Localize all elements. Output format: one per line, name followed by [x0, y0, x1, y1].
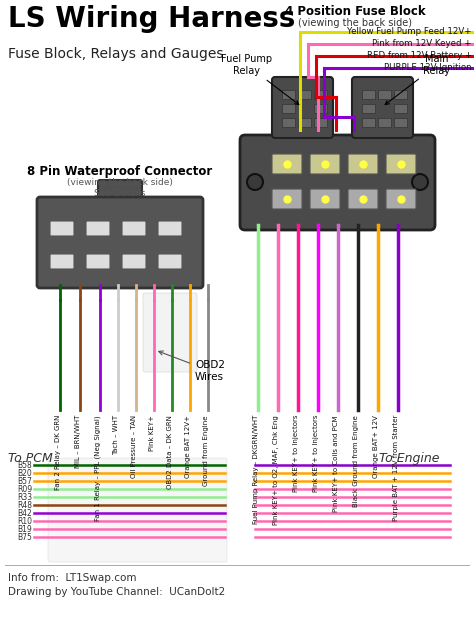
- FancyBboxPatch shape: [50, 221, 74, 236]
- Text: Tach – WHT: Tach – WHT: [113, 415, 119, 455]
- FancyBboxPatch shape: [240, 135, 435, 230]
- Text: R48: R48: [17, 501, 32, 509]
- Text: (viewing the back side): (viewing the back side): [67, 178, 173, 187]
- FancyBboxPatch shape: [122, 221, 146, 236]
- Text: Fan 2 Relay – DK GRN: Fan 2 Relay – DK GRN: [55, 415, 61, 490]
- Text: B42: B42: [17, 509, 32, 518]
- Text: 8 Pin Waterproof Connector: 8 Pin Waterproof Connector: [27, 165, 213, 178]
- Text: Yellow Fuel Pump Feed 12V+: Yellow Fuel Pump Feed 12V+: [347, 27, 472, 37]
- Text: B20: B20: [17, 468, 32, 478]
- Text: PURPLE 12V Ignition: PURPLE 12V Ignition: [384, 63, 472, 73]
- Text: Main
Relay: Main Relay: [385, 54, 450, 104]
- FancyBboxPatch shape: [86, 254, 110, 269]
- Circle shape: [412, 174, 428, 190]
- FancyBboxPatch shape: [272, 189, 302, 209]
- FancyBboxPatch shape: [283, 90, 295, 98]
- Text: OBD2
Wires: OBD2 Wires: [159, 351, 225, 382]
- Text: Drawing by YouTube Channel:  UCanDoIt2: Drawing by YouTube Channel: UCanDoIt2: [8, 587, 225, 597]
- Text: Fuel Pump Relay – DKGRN/WHT: Fuel Pump Relay – DKGRN/WHT: [253, 415, 259, 524]
- Text: R09: R09: [17, 485, 32, 493]
- FancyBboxPatch shape: [315, 90, 328, 98]
- FancyBboxPatch shape: [352, 77, 413, 138]
- FancyBboxPatch shape: [310, 189, 340, 209]
- FancyBboxPatch shape: [363, 103, 375, 113]
- FancyBboxPatch shape: [363, 118, 375, 126]
- FancyBboxPatch shape: [48, 458, 227, 562]
- Text: B58: B58: [17, 460, 32, 470]
- FancyBboxPatch shape: [386, 189, 416, 209]
- FancyBboxPatch shape: [379, 90, 392, 98]
- Text: Pink from 12V Keyed +: Pink from 12V Keyed +: [373, 40, 472, 49]
- Text: R33: R33: [17, 493, 32, 501]
- FancyBboxPatch shape: [310, 154, 340, 174]
- FancyBboxPatch shape: [272, 154, 302, 174]
- Text: B19: B19: [17, 524, 32, 534]
- Text: Ground from Engine: Ground from Engine: [203, 415, 209, 486]
- Text: Pink KEY+: Pink KEY+: [149, 415, 155, 451]
- FancyBboxPatch shape: [37, 197, 203, 288]
- FancyBboxPatch shape: [394, 90, 408, 98]
- FancyBboxPatch shape: [86, 221, 110, 236]
- Text: Pink KEY+ to O2, MAF, Chk Eng: Pink KEY+ to O2, MAF, Chk Eng: [273, 415, 279, 525]
- FancyBboxPatch shape: [386, 154, 416, 174]
- Text: See Details: See Details: [94, 189, 146, 198]
- Text: Purple BAT + 12V from Starter: Purple BAT + 12V from Starter: [393, 415, 399, 521]
- Text: Pink KEY+ to Injectors: Pink KEY+ to Injectors: [313, 415, 319, 493]
- FancyBboxPatch shape: [143, 293, 197, 372]
- FancyBboxPatch shape: [379, 118, 392, 126]
- FancyBboxPatch shape: [299, 118, 311, 126]
- Text: Pink KEY+ to Injectors: Pink KEY+ to Injectors: [293, 415, 299, 493]
- Text: Black Ground from Engine: Black Ground from Engine: [353, 415, 359, 507]
- Text: Fan 1 Relay – PPL (Neg Signal): Fan 1 Relay – PPL (Neg Signal): [94, 415, 101, 521]
- FancyBboxPatch shape: [272, 77, 333, 138]
- FancyBboxPatch shape: [299, 90, 311, 98]
- Text: To Engine: To Engine: [380, 452, 440, 465]
- FancyBboxPatch shape: [394, 103, 408, 113]
- Text: LS Wiring Harness: LS Wiring Harness: [8, 5, 295, 33]
- Text: RED from 12V Battery +: RED from 12V Battery +: [367, 52, 472, 60]
- FancyBboxPatch shape: [98, 180, 142, 202]
- Text: Oil Pressure – TAN: Oil Pressure – TAN: [131, 415, 137, 478]
- FancyBboxPatch shape: [50, 254, 74, 269]
- FancyBboxPatch shape: [158, 221, 182, 236]
- Text: Fuse Block, Relays and Gauges: Fuse Block, Relays and Gauges: [8, 47, 224, 61]
- FancyBboxPatch shape: [348, 189, 378, 209]
- FancyBboxPatch shape: [394, 118, 408, 126]
- Text: Pink KEY+ to Coils and PCM: Pink KEY+ to Coils and PCM: [333, 415, 339, 511]
- FancyBboxPatch shape: [158, 254, 182, 269]
- Circle shape: [247, 174, 263, 190]
- FancyBboxPatch shape: [315, 103, 328, 113]
- Text: (viewing the back side): (viewing the back side): [298, 18, 412, 28]
- Text: MIL – BRN/WHT: MIL – BRN/WHT: [75, 415, 81, 468]
- Text: Info from:  LT1Swap.com: Info from: LT1Swap.com: [8, 573, 137, 583]
- Text: B75: B75: [17, 532, 32, 542]
- FancyBboxPatch shape: [283, 103, 295, 113]
- FancyBboxPatch shape: [283, 118, 295, 126]
- Text: OBD2 Data – DK GRN: OBD2 Data – DK GRN: [167, 415, 173, 489]
- FancyBboxPatch shape: [315, 118, 328, 126]
- FancyBboxPatch shape: [363, 90, 375, 98]
- Text: B57: B57: [17, 476, 32, 486]
- Text: Orange BAT+ 12V: Orange BAT+ 12V: [373, 415, 379, 478]
- Text: Orange BAT 12V+: Orange BAT 12V+: [185, 415, 191, 478]
- FancyBboxPatch shape: [122, 254, 146, 269]
- Text: Fuel Pump
Relay: Fuel Pump Relay: [221, 54, 299, 104]
- FancyBboxPatch shape: [348, 154, 378, 174]
- Text: To PCM: To PCM: [8, 452, 53, 465]
- Text: R10: R10: [17, 516, 32, 526]
- Text: 4 Position Fuse Block: 4 Position Fuse Block: [285, 5, 425, 18]
